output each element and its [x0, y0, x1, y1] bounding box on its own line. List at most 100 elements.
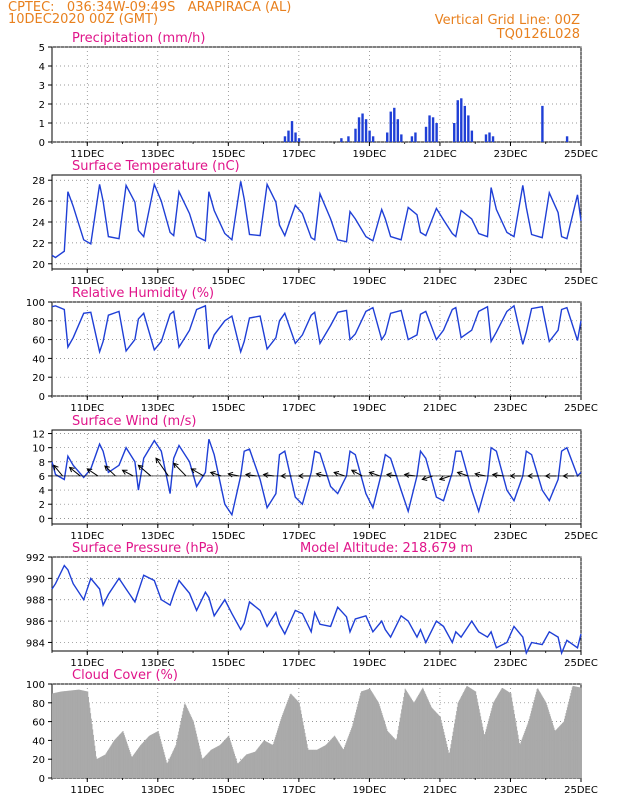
cloud-bar: [471, 689, 473, 778]
cloud-bar: [417, 696, 419, 778]
cloud-bar: [463, 690, 465, 778]
wind-arrow-head: [104, 465, 110, 471]
cloud-bar: [318, 748, 320, 778]
cloud-bar: [188, 712, 190, 778]
cloud-bar: [294, 698, 296, 778]
cloud-bar: [87, 691, 89, 778]
wind-arrow-head: [385, 472, 392, 478]
cloud-bar: [399, 721, 401, 778]
cloud-bar: [442, 728, 444, 778]
precip-ytick-label: 3: [39, 81, 45, 92]
cloud-bar: [342, 749, 344, 778]
cloud-bar: [432, 708, 434, 778]
wind-arrow: [422, 475, 434, 480]
cloud-bar: [162, 749, 164, 778]
cloud-bar: [74, 690, 76, 778]
cloud-xtick-label: 17DEC: [282, 785, 316, 796]
cloud-bar: [348, 733, 350, 778]
cloud-bar: [545, 702, 547, 778]
cloud-bar: [223, 740, 225, 778]
cloud-bar: [396, 734, 398, 778]
cloud-bar: [214, 747, 216, 778]
cloud-bar: [367, 689, 369, 778]
cloud-bar: [293, 697, 295, 778]
rh-xtick-label: 13DEC: [141, 403, 175, 414]
cloud-bar: [423, 690, 425, 778]
cloud-ytick-label: 0: [39, 774, 45, 785]
cloud-bar: [229, 740, 231, 778]
cloud-bar: [428, 701, 430, 778]
cloud-bar: [124, 737, 126, 778]
temp-xtick-label: 13DEC: [141, 276, 175, 287]
cloud-bar: [271, 744, 273, 778]
cloud-bar: [56, 692, 58, 778]
cloud-bar: [542, 697, 544, 778]
wind-arrow-head: [155, 457, 161, 464]
cloud-bar: [497, 694, 499, 778]
cloud-bar: [275, 734, 277, 778]
cloud-bar: [315, 749, 317, 778]
cloud-bar: [506, 690, 508, 778]
cloud-bar: [71, 690, 73, 778]
cloud-bar: [335, 737, 337, 778]
cloud-bar: [209, 751, 211, 778]
cloud-bar: [332, 737, 334, 778]
cloud-bar: [393, 737, 395, 778]
cloud-bar: [142, 742, 144, 778]
cloud-bar: [168, 760, 170, 778]
cloud-bar: [56, 692, 58, 778]
cloud-bar: [107, 749, 109, 778]
cloud-bar: [214, 747, 216, 778]
cloud-bar: [368, 688, 370, 778]
wind-arrow: [351, 469, 363, 477]
cloud-bar: [164, 757, 166, 778]
cloud-bar: [336, 739, 338, 778]
cloud-bar: [573, 686, 575, 778]
cloud-bar: [531, 708, 533, 778]
cloud-bar: [411, 698, 413, 778]
cloud-bar: [171, 752, 173, 778]
temp-ytick-label: 24: [32, 218, 45, 229]
cloud-bar: [288, 698, 290, 778]
wind-arrow: [122, 469, 134, 477]
cloud-bar: [351, 728, 353, 778]
cloud-xtick-label: 25DEC: [564, 785, 598, 796]
wind-arrow: [316, 473, 328, 477]
precip-bar: [389, 111, 392, 142]
cloud-bar: [171, 754, 173, 778]
cloud-bar: [324, 745, 326, 778]
cloud-bar: [244, 756, 246, 778]
cloud-bar: [530, 710, 532, 778]
cloud-bar: [377, 702, 379, 778]
cloud-bar: [290, 693, 292, 778]
cloud-bar: [434, 710, 436, 778]
cloud-bar: [485, 729, 487, 778]
cloud-bar: [524, 731, 526, 778]
cloud-bar: [169, 758, 171, 778]
cloud-bar: [114, 739, 116, 778]
cloud-bar: [391, 736, 393, 778]
cloud-bar: [281, 715, 283, 778]
precip-bar: [371, 136, 375, 142]
cloud-bar: [309, 749, 311, 778]
cloud-bar: [349, 731, 351, 778]
cloud-bar: [557, 727, 559, 778]
temp-ytick-label: 28: [32, 176, 45, 187]
cloud-bar: [407, 693, 409, 778]
cloud-bar: [562, 722, 564, 778]
cloud-bar: [576, 686, 578, 778]
cloud-bar: [415, 699, 417, 778]
cloud-bar: [559, 726, 561, 778]
wind-arrow: [369, 471, 381, 477]
cloud-bar: [546, 705, 548, 778]
precip-xtick-label: 19DEC: [353, 149, 387, 160]
cloud-bar: [304, 732, 306, 778]
cloud-bar: [554, 730, 556, 778]
cloud-bar: [350, 730, 352, 778]
pressure-xtick-label: 19DEC: [353, 658, 387, 669]
cloud-bar: [263, 740, 265, 778]
cloud-bar: [211, 749, 213, 778]
cloud-bar: [450, 744, 452, 778]
wind-arrow-head: [474, 471, 481, 478]
cloud-bar: [322, 746, 324, 778]
